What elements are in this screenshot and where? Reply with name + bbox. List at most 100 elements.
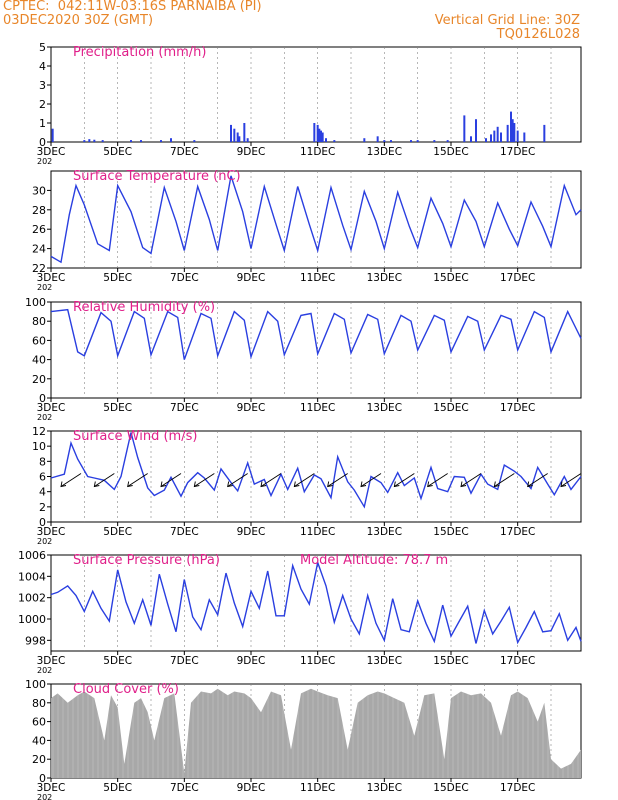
wind-xtick-label: 17DEC xyxy=(500,526,535,538)
pressure-annotation: Model Altitude: 78.7 m xyxy=(300,553,448,568)
wind-arrowhead xyxy=(393,481,400,488)
wind-year-fragment: 202 xyxy=(37,537,52,546)
wind-ytick-label: 2 xyxy=(39,501,46,514)
rh-line xyxy=(50,308,582,360)
cloud-area xyxy=(51,688,581,778)
wind-arrow xyxy=(294,473,315,487)
precip-bar xyxy=(88,139,91,142)
precip-bar xyxy=(318,128,321,142)
wind-arrow xyxy=(194,473,215,487)
wind-xtick-label: 15DEC xyxy=(433,526,468,538)
precip-bar xyxy=(246,138,249,142)
wind-arrowhead xyxy=(227,481,233,488)
precip-bar xyxy=(130,140,132,142)
wind-arrowhead xyxy=(127,481,133,488)
wind-arrowhead xyxy=(460,481,467,488)
wind-arrow xyxy=(327,473,348,487)
precip-title: Precipitation (mm/h) xyxy=(73,45,206,60)
precip-bar xyxy=(140,140,142,142)
rh-xtick-label: 15DEC xyxy=(433,402,468,414)
precip-bar xyxy=(376,136,379,142)
precip-bar xyxy=(496,126,499,142)
temp-xtick-label: 3DEC xyxy=(37,272,66,284)
rh-ytick-label: 0 xyxy=(39,392,46,405)
rh-xtick-label: 3DEC xyxy=(37,402,66,414)
cloud-xtick-label: 11DEC xyxy=(300,782,335,794)
precip-bar xyxy=(493,130,496,142)
precip-panel xyxy=(47,46,582,146)
temp-ytick-label: 24 xyxy=(32,243,46,256)
wind-arrow xyxy=(427,473,448,487)
precip-bar xyxy=(51,128,54,142)
precip-bar xyxy=(313,123,316,142)
pressure-ytick-label: 1000 xyxy=(18,613,46,626)
precip-bar xyxy=(316,124,319,142)
precip-bar xyxy=(475,119,477,142)
pressure-xtick-label: 7DEC xyxy=(170,655,199,667)
pressure-xtick-label: 13DEC xyxy=(367,655,402,667)
wind-arrowhead xyxy=(60,481,67,488)
precip-xtick-label: 11DEC xyxy=(300,146,335,158)
wind-arrowhead xyxy=(493,481,500,488)
wind-arrow xyxy=(394,473,415,487)
temp-frame xyxy=(50,170,582,269)
cloud-ytick-label: 60 xyxy=(32,716,46,729)
wind-xtick-label: 11DEC xyxy=(300,526,335,538)
cloud-ytick-label: 0 xyxy=(39,772,46,785)
precip-bar xyxy=(238,136,241,142)
precip-bar xyxy=(416,140,419,142)
precip-bar xyxy=(516,130,519,142)
wind-ytick-label: 6 xyxy=(39,471,46,484)
temp-line xyxy=(50,175,582,264)
cloud-panel xyxy=(47,683,582,782)
cloud-ytick-label: 100 xyxy=(25,678,46,691)
rh-panel xyxy=(47,301,582,402)
wind-arrowhead xyxy=(560,481,567,488)
pressure-xtick-label: 9DEC xyxy=(237,655,266,667)
cloud-title: Cloud Cover (%) xyxy=(73,682,179,697)
wind-arrow xyxy=(460,473,482,487)
header-run: 03DEC2020 30Z (GMT) xyxy=(3,13,154,28)
precip-xtick-label: 5DEC xyxy=(103,146,132,158)
temp-panel xyxy=(47,170,582,272)
pressure-ytick-label: 1004 xyxy=(18,570,46,583)
cloud-xtick-label: 9DEC xyxy=(237,782,266,794)
precip-bar xyxy=(236,132,239,142)
rh-title: Relative Humidity (%) xyxy=(73,300,215,315)
precip-bar xyxy=(333,140,336,142)
wind-ytick-label: 12 xyxy=(32,425,46,438)
temp-ytick-label: 22 xyxy=(32,262,46,275)
wind-xtick-label: 13DEC xyxy=(367,526,402,538)
pressure-xtick-label: 17DEC xyxy=(500,655,535,667)
precip-bar xyxy=(160,140,162,142)
wind-arrow xyxy=(494,473,515,487)
wind-arrowhead xyxy=(527,481,533,488)
precip-year-fragment: 202 xyxy=(37,157,52,166)
wind-xtick-label: 9DEC xyxy=(237,526,266,538)
pressure-xtick-label: 11DEC xyxy=(300,655,335,667)
cloud-xtick-label: 17DEC xyxy=(500,782,535,794)
precip-bar xyxy=(321,132,324,142)
precip-bar xyxy=(233,128,236,142)
precip-bar xyxy=(83,140,86,142)
wind-arrow xyxy=(260,473,282,487)
rh-xtick-label: 17DEC xyxy=(500,402,535,414)
temp-xtick-label: 9DEC xyxy=(237,272,266,284)
wind-arrow xyxy=(560,473,582,487)
precip-bar xyxy=(463,115,466,142)
precip-frame xyxy=(50,46,582,143)
precip-bar xyxy=(170,138,172,142)
wind-xtick-label: 3DEC xyxy=(37,526,66,538)
precip-bar xyxy=(490,134,492,142)
pressure-title: Surface Pressure (hPa) xyxy=(73,553,220,568)
pressure-ytick-label: 1002 xyxy=(18,592,46,605)
header-location: 042:11W-03:16S PARNAIBA (PI) xyxy=(57,0,262,14)
precip-bar xyxy=(320,130,322,142)
precip-bar xyxy=(433,140,436,142)
temp-xtick-label: 11DEC xyxy=(300,272,335,284)
wind-ytick-label: 10 xyxy=(32,440,46,453)
rh-year-fragment: 202 xyxy=(37,413,52,422)
header-product-code: TQ0126L028 xyxy=(496,27,580,42)
rh-xtick-label: 5DEC xyxy=(103,402,132,414)
